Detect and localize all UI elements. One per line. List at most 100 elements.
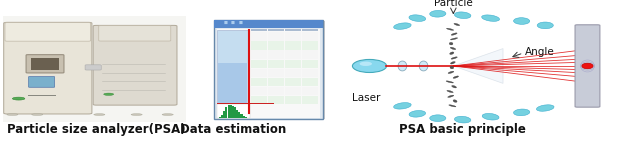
Bar [217, 30, 248, 104]
Ellipse shape [430, 10, 446, 17]
Ellipse shape [419, 61, 428, 71]
FancyBboxPatch shape [93, 25, 177, 105]
Bar [234, 107, 236, 118]
Bar [285, 59, 301, 68]
Ellipse shape [448, 95, 454, 97]
Ellipse shape [453, 100, 457, 102]
Ellipse shape [450, 38, 458, 40]
Ellipse shape [446, 28, 454, 30]
Ellipse shape [131, 114, 142, 115]
Ellipse shape [7, 114, 18, 115]
Bar [285, 41, 301, 50]
Bar [240, 114, 243, 118]
Ellipse shape [451, 85, 456, 88]
Bar [217, 103, 274, 104]
Bar [302, 68, 318, 77]
Text: ■: ■ [224, 21, 227, 25]
Ellipse shape [454, 23, 460, 26]
Bar [268, 41, 284, 50]
Ellipse shape [162, 114, 173, 115]
Ellipse shape [32, 114, 43, 115]
Ellipse shape [409, 15, 426, 21]
FancyBboxPatch shape [4, 22, 92, 114]
Bar [268, 96, 284, 104]
Ellipse shape [482, 113, 499, 120]
Ellipse shape [453, 76, 458, 78]
Ellipse shape [450, 47, 456, 50]
FancyBboxPatch shape [31, 58, 59, 70]
Bar [268, 32, 284, 41]
Ellipse shape [398, 61, 407, 71]
Bar [302, 96, 318, 104]
Bar [219, 117, 221, 118]
Bar [230, 105, 232, 118]
Ellipse shape [449, 42, 453, 45]
Bar [285, 32, 301, 41]
Text: ■: ■ [238, 21, 242, 25]
Bar [285, 78, 301, 86]
Ellipse shape [451, 57, 457, 59]
Circle shape [12, 97, 25, 100]
Ellipse shape [482, 15, 499, 21]
Bar [218, 63, 247, 104]
FancyBboxPatch shape [29, 77, 55, 87]
Bar [251, 41, 267, 50]
Bar [302, 41, 318, 50]
Bar [236, 109, 238, 118]
Text: Angle: Angle [525, 47, 555, 57]
Bar [302, 29, 318, 31]
Bar [243, 116, 245, 118]
Ellipse shape [514, 18, 530, 24]
Bar [28, 95, 56, 96]
Bar [251, 32, 267, 41]
Ellipse shape [582, 63, 593, 69]
Bar [225, 107, 227, 118]
Ellipse shape [360, 62, 372, 66]
Ellipse shape [409, 110, 425, 117]
Bar [268, 87, 284, 95]
Bar [302, 87, 318, 95]
Bar [251, 78, 267, 86]
Bar [251, 68, 267, 77]
Bar [302, 59, 318, 68]
Text: ■: ■ [231, 21, 235, 25]
Bar [223, 111, 225, 118]
FancyBboxPatch shape [99, 26, 171, 41]
FancyBboxPatch shape [26, 55, 64, 73]
Ellipse shape [446, 81, 453, 83]
FancyBboxPatch shape [3, 16, 186, 122]
Ellipse shape [430, 115, 446, 122]
Ellipse shape [455, 12, 471, 19]
Ellipse shape [455, 116, 471, 123]
Ellipse shape [450, 66, 454, 69]
Bar [232, 106, 234, 118]
FancyBboxPatch shape [5, 23, 91, 41]
Ellipse shape [447, 90, 453, 93]
Bar [251, 87, 267, 95]
Bar [268, 50, 284, 59]
FancyBboxPatch shape [85, 65, 101, 70]
Bar [268, 59, 284, 68]
Text: Laser: Laser [352, 93, 381, 103]
Ellipse shape [94, 114, 105, 115]
Bar [227, 105, 230, 118]
Bar [302, 78, 318, 86]
Bar [221, 115, 223, 118]
Ellipse shape [450, 52, 454, 55]
Bar [217, 21, 325, 119]
Ellipse shape [353, 59, 386, 72]
Ellipse shape [537, 105, 554, 111]
Bar [251, 29, 267, 31]
Bar [268, 78, 284, 86]
Text: Particle size analyzer(PSA): Particle size analyzer(PSA) [7, 123, 186, 136]
Bar [302, 32, 318, 41]
Bar [214, 20, 323, 119]
Ellipse shape [514, 109, 530, 116]
Bar [251, 50, 267, 59]
Ellipse shape [448, 71, 454, 74]
Ellipse shape [537, 22, 553, 29]
Bar [285, 29, 301, 31]
Bar [302, 50, 318, 59]
Bar [251, 96, 267, 104]
Ellipse shape [394, 23, 411, 29]
